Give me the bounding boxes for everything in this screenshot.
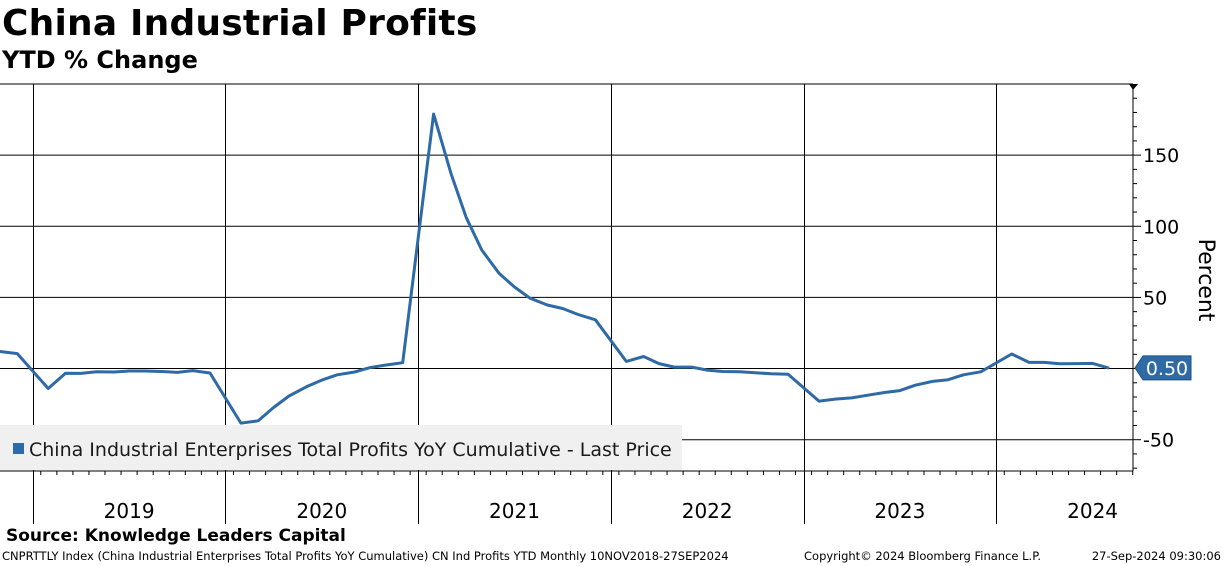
x-tick-label: 2021 [489,499,540,523]
x-axis: 2019 2020 2021 2022 2023 2024 [40,471,1134,523]
last-value-badge: 0.50 [1134,355,1192,381]
legend-label: China Industrial Enterprises Total Profi… [29,439,672,461]
legend: China Industrial Enterprises Total Profi… [0,425,682,470]
x-tick-label: 2023 [874,499,925,523]
x-tick-label: 2022 [682,499,733,523]
legend-box [0,425,682,470]
x-tick-label: 2024 [1067,499,1118,523]
series-line [0,112,1110,425]
y-tick-label: 50 [1143,287,1167,309]
last-value-badge-shape [1134,355,1192,381]
axis-arrow-icon [1129,84,1138,90]
plot-frame [0,83,1138,472]
x-tick-label: 2020 [296,499,347,523]
footer-copyright: Copyright© 2024 Bloomberg Finance L.P. [804,549,1041,563]
y-tick-label: 150 [1143,145,1179,167]
footer-index-info: CNPRTTLY Index (China Industrial Enterpr… [2,549,729,563]
footer-timestamp: 27-Sep-2024 09:30:06 [1091,549,1221,563]
y-tick-label: -50 [1143,430,1174,452]
chart-subtitle: YTD % Change [2,46,198,74]
y-axis: -50 50 100 150 Percent [1133,97,1218,469]
y-axis-title: Percent [1193,239,1218,322]
y-tick-label: 100 [1143,216,1179,238]
last-value-label: 0.50 [1146,358,1188,380]
legend-swatch [13,443,24,454]
line-chart: China Industrial Enterprises Total Profi… [0,83,1218,524]
chart-title: China Industrial Profits [2,3,478,44]
source-note: Source: Knowledge Leaders Capital [6,526,346,546]
x-tick-label: 2019 [104,499,155,523]
series-line-group [0,112,1110,425]
